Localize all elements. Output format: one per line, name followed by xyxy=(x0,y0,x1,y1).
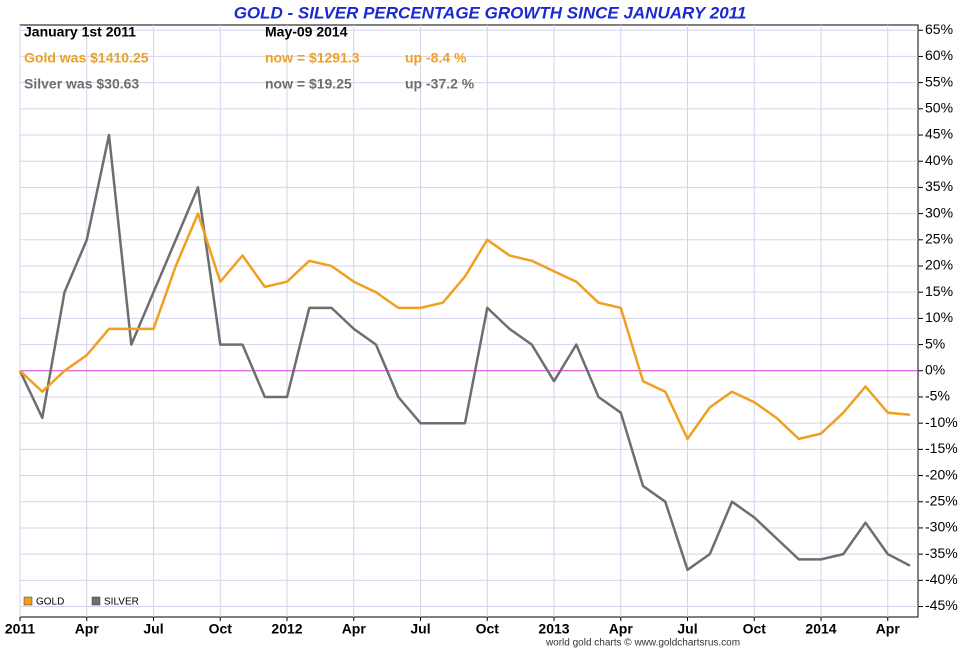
info-gold-start: Gold was $1410.25 xyxy=(24,50,149,66)
y-tick-label: 55% xyxy=(925,73,953,89)
y-tick-label: 50% xyxy=(925,100,953,116)
y-tick-label: -45% xyxy=(925,597,958,613)
info-start-date: January 1st 2011 xyxy=(24,24,136,40)
y-tick-label: 30% xyxy=(925,204,953,220)
y-tick-label: -15% xyxy=(925,440,958,456)
y-tick-label: -30% xyxy=(925,519,958,535)
y-tick-label: 60% xyxy=(925,47,953,63)
info-gold-now: now = $1291.3 xyxy=(265,50,360,66)
info-silver-now: now = $19.25 xyxy=(265,76,352,92)
x-tick-label: Oct xyxy=(209,621,233,637)
info-silver-change: up -37.2 % xyxy=(405,76,475,92)
x-tick-label: Oct xyxy=(743,621,767,637)
x-tick-label: Apr xyxy=(342,621,367,637)
x-tick-label: Oct xyxy=(476,621,500,637)
y-tick-label: 20% xyxy=(925,257,953,273)
y-tick-label: -25% xyxy=(925,492,958,508)
x-tick-label: 2012 xyxy=(271,621,302,637)
info-gold-change: up -8.4 % xyxy=(405,50,467,66)
chart-title: GOLD - SILVER PERCENTAGE GROWTH SINCE JA… xyxy=(234,3,747,22)
y-tick-label: -40% xyxy=(925,571,958,587)
y-tick-label: 15% xyxy=(925,283,953,299)
legend-swatch xyxy=(91,596,101,606)
y-tick-label: 5% xyxy=(925,335,945,351)
line-silver xyxy=(18,133,911,572)
x-tick-label: Apr xyxy=(609,621,634,637)
y-tick-label: 10% xyxy=(925,309,953,325)
legend-swatch xyxy=(23,596,33,606)
line-gold xyxy=(19,212,911,441)
y-tick-label: -35% xyxy=(925,545,958,561)
x-tick-label: 2014 xyxy=(805,621,836,637)
x-tick-label: Jul xyxy=(677,621,697,637)
x-tick-label: 2013 xyxy=(538,621,569,637)
y-tick-label: 25% xyxy=(925,230,953,246)
x-tick-label: Jul xyxy=(410,621,430,637)
x-tick-label: Apr xyxy=(876,621,901,637)
y-tick-label: -5% xyxy=(925,388,950,404)
y-tick-label: 40% xyxy=(925,152,953,168)
y-tick-label: 0% xyxy=(925,361,945,377)
legend-label: GOLD xyxy=(36,597,64,608)
x-tick-label: Jul xyxy=(143,621,163,637)
x-tick-label: Apr xyxy=(75,621,100,637)
y-tick-label: -20% xyxy=(925,466,958,482)
y-tick-label: 35% xyxy=(925,178,953,194)
y-tick-label: -10% xyxy=(925,414,958,430)
info-end-date: May-09 2014 xyxy=(265,24,348,40)
y-tick-label: 45% xyxy=(925,126,953,142)
x-tick-label: 2011 xyxy=(5,621,36,637)
y-tick-label: 65% xyxy=(925,21,953,37)
legend-label: SILVER xyxy=(104,597,139,608)
info-silver-start: Silver was $30.63 xyxy=(24,76,139,92)
footer: world gold charts © www.goldchartsrus.co… xyxy=(545,638,740,649)
